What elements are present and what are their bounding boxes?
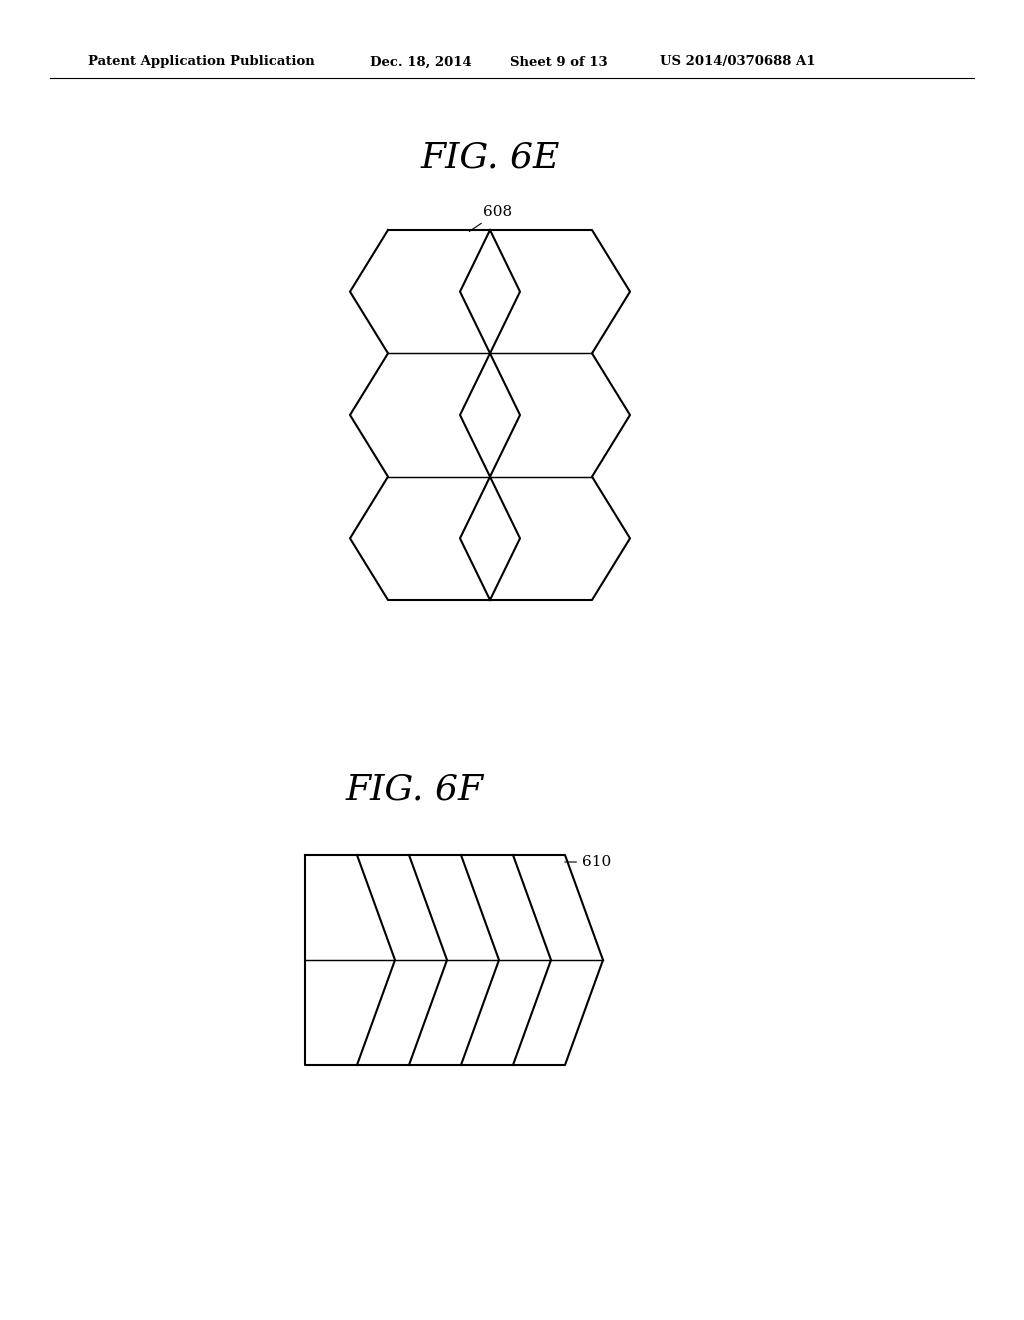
Text: FIG. 6F: FIG. 6F [346, 774, 484, 807]
Text: FIG. 6E: FIG. 6E [420, 141, 560, 176]
Text: 608: 608 [469, 205, 513, 231]
Text: Sheet 9 of 13: Sheet 9 of 13 [510, 55, 607, 69]
Text: US 2014/0370688 A1: US 2014/0370688 A1 [660, 55, 815, 69]
Text: Dec. 18, 2014: Dec. 18, 2014 [370, 55, 472, 69]
Text: 610: 610 [565, 855, 611, 869]
Text: Patent Application Publication: Patent Application Publication [88, 55, 314, 69]
